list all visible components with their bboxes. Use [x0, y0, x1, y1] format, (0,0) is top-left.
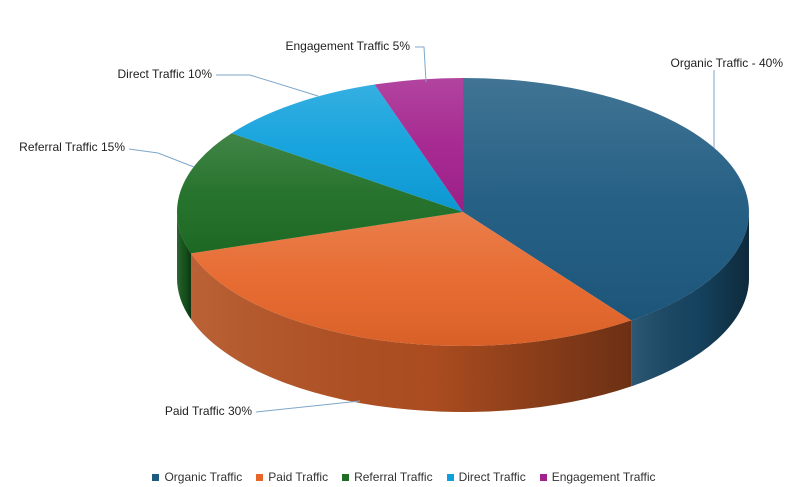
chart-legend: Organic Traffic Paid Traffic Referral Traf… [0, 468, 808, 486]
pie-slice-shade-organic-traffic [463, 78, 749, 321]
legend-label-direct-traffic: Direct Traffic [458, 470, 526, 484]
legend-item-referral-traffic: Referral Traffic [342, 470, 433, 484]
pie-slice-shade-direct-traffic [231, 84, 463, 212]
pie-side-shade-paid-traffic [190, 253, 632, 412]
legend-swatch-organic-traffic [152, 473, 160, 481]
legend-item-direct-traffic: Direct Traffic [446, 470, 526, 484]
data-label-organic-traffic: Organic Traffic - 40% [671, 56, 784, 70]
pie-slice-shade-referral-traffic [176, 133, 463, 254]
legend-swatch-direct-traffic [446, 473, 454, 481]
legend-label-referral-traffic: Referral Traffic [354, 470, 433, 484]
legend-swatch-paid-traffic [256, 473, 264, 481]
legend-item-engagement-traffic: Engagement Traffic [539, 470, 656, 484]
legend-swatch-referral-traffic [342, 473, 350, 481]
pie-side-shade-organic-traffic [631, 212, 749, 387]
legend-label-organic-traffic: Organic Traffic [164, 470, 243, 484]
data-label-direct-traffic: Direct Traffic 10% [118, 67, 213, 81]
pie-side-shade-referral-traffic [177, 212, 191, 320]
pie-slice-shade-engagement-traffic [374, 78, 463, 212]
legend-label-engagement-traffic: Engagement Traffic [551, 470, 656, 484]
leader-line-engagement-traffic [415, 46, 427, 83]
data-label-engagement-traffic: Engagement Traffic 5% [285, 39, 410, 53]
leader-line-referral-traffic [128, 148, 195, 168]
legend-item-paid-traffic: Paid Traffic [256, 470, 328, 484]
legend-label-paid-traffic: Paid Traffic [268, 470, 329, 484]
data-label-referral-traffic: Referral Traffic 15% [19, 140, 125, 154]
pie-slice-shade-paid-traffic [190, 212, 632, 346]
leader-line-direct-traffic [216, 74, 319, 97]
leader-line-paid-traffic [255, 400, 361, 413]
data-label-paid-traffic: Paid Traffic 30% [165, 404, 252, 418]
legend-swatch-engagement-traffic [539, 473, 547, 481]
legend-item-organic-traffic: Organic Traffic [152, 470, 242, 484]
